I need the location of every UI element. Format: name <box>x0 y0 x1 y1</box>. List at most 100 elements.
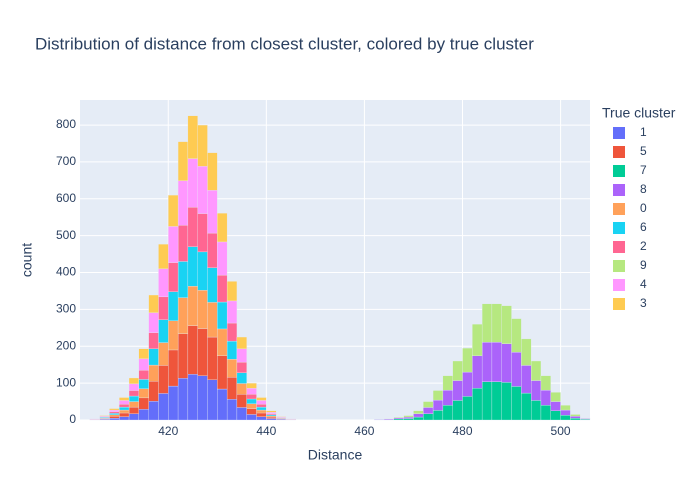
bar <box>187 115 198 159</box>
bar <box>423 401 434 408</box>
bar <box>109 411 120 414</box>
bar <box>119 416 130 421</box>
y-tick-label: 200 <box>56 338 76 352</box>
legend-label: 9 <box>640 258 647 272</box>
bar <box>177 225 189 262</box>
bar <box>119 412 130 417</box>
bar <box>393 416 404 418</box>
bar <box>481 303 493 343</box>
bar <box>128 406 139 414</box>
bar <box>246 403 257 409</box>
bar <box>148 364 159 382</box>
bar <box>177 333 189 379</box>
bar <box>217 274 228 303</box>
bar <box>197 375 208 421</box>
bar <box>452 360 463 381</box>
bar <box>128 390 139 397</box>
bar <box>491 381 502 421</box>
bar <box>256 409 267 414</box>
legend-label: 6 <box>640 220 647 234</box>
bar <box>187 207 198 247</box>
legend-label: 2 <box>640 239 647 253</box>
bar <box>472 388 483 421</box>
bar <box>540 389 551 406</box>
bar <box>177 261 189 298</box>
bar <box>462 371 473 397</box>
bar <box>236 394 247 408</box>
y-tick-label: 700 <box>56 154 76 168</box>
x-tick-label: 480 <box>452 424 472 438</box>
bar <box>462 396 473 421</box>
bar <box>393 418 404 421</box>
legend-swatch <box>613 279 625 291</box>
bar <box>109 408 120 411</box>
bar <box>207 379 218 421</box>
bar <box>168 291 179 321</box>
y-tick-label: 400 <box>56 265 76 279</box>
bar <box>266 415 277 418</box>
bar <box>177 297 189 334</box>
bar <box>256 397 267 401</box>
bar <box>197 213 208 253</box>
bar <box>521 365 532 394</box>
bar <box>393 417 404 420</box>
y-axis-title: count <box>19 243 35 277</box>
bar <box>413 410 424 414</box>
legend-label: 5 <box>640 144 647 158</box>
bar <box>491 342 502 382</box>
bar <box>148 348 159 366</box>
bar <box>187 325 198 375</box>
bar <box>236 361 247 373</box>
bar <box>109 416 120 419</box>
bar <box>256 406 267 411</box>
bar <box>236 383 247 395</box>
bar <box>236 348 247 363</box>
bar <box>481 342 493 382</box>
bar <box>423 413 434 421</box>
legend-swatch <box>613 222 625 234</box>
bar <box>266 416 277 419</box>
legend-label: 8 <box>640 182 647 196</box>
y-tick-label: 600 <box>56 191 76 205</box>
bar <box>119 409 130 414</box>
bar <box>226 377 238 400</box>
legend-label: 7 <box>640 163 647 177</box>
bar <box>187 374 198 421</box>
bar <box>197 166 208 214</box>
bar <box>442 389 453 406</box>
bar <box>138 348 149 359</box>
bar <box>403 416 414 419</box>
bar <box>531 380 542 401</box>
bar <box>148 294 159 313</box>
bar <box>138 388 149 399</box>
bar <box>158 393 169 421</box>
bar <box>119 400 130 405</box>
legend-swatch <box>613 241 625 253</box>
y-tick-label: 300 <box>56 302 76 316</box>
bar <box>246 398 257 404</box>
bar <box>138 358 149 371</box>
bar <box>177 180 189 226</box>
bar <box>226 322 238 342</box>
bar <box>217 301 228 330</box>
bar <box>236 407 247 421</box>
bar <box>197 251 208 291</box>
bar <box>138 397 149 410</box>
bar <box>158 342 169 366</box>
bar <box>501 382 512 421</box>
bar <box>266 413 277 415</box>
bar <box>217 328 228 357</box>
bar <box>119 397 130 401</box>
bar <box>128 395 139 402</box>
bar <box>246 382 257 389</box>
bar <box>158 365 169 394</box>
bar <box>413 416 424 421</box>
legend-swatch <box>613 165 625 177</box>
bar <box>207 336 218 380</box>
bar <box>148 401 159 421</box>
legend-swatch <box>613 260 625 272</box>
bar <box>236 372 247 384</box>
bar <box>226 300 238 324</box>
bar <box>148 381 159 402</box>
